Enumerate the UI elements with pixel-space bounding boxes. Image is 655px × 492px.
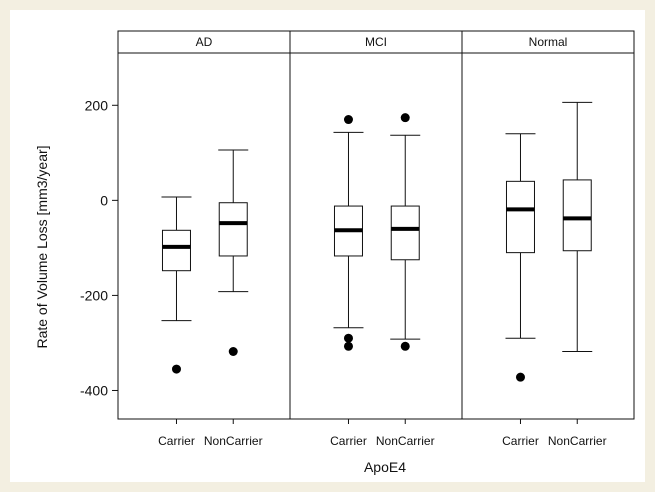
panel-title: Normal — [529, 35, 568, 49]
outlier-point — [343, 115, 353, 125]
y-tick-label: -200 — [80, 287, 108, 303]
panel-normal: Normal Carrier NonCarrier — [461, 30, 635, 448]
outlier-point — [515, 372, 525, 382]
x-axis-label: ApoE4 — [364, 459, 406, 475]
panel-ad: AD Carrier NonCarrier — [117, 30, 291, 448]
y-tick-label: 200 — [85, 97, 109, 113]
outlier-point — [400, 341, 410, 351]
iqr-box — [562, 179, 592, 252]
x-tick-label: Carrier — [502, 434, 539, 448]
panel-plot-area — [289, 52, 463, 420]
panel-mci: MCI Carrier NonCarrier — [289, 30, 463, 448]
panel-plot-area — [461, 52, 635, 420]
panel-title: MCI — [365, 35, 387, 49]
y-axis: 200 0 -200 -400 — [80, 97, 118, 398]
box-noncarrier — [218, 149, 249, 357]
x-tick-label: NonCarrier — [548, 434, 607, 448]
box-carrier — [161, 196, 192, 374]
box-noncarrier — [390, 113, 421, 351]
outlier-point — [343, 341, 353, 351]
x-tick-label: NonCarrier — [376, 434, 435, 448]
box-carrier — [333, 115, 364, 351]
chart-frame: AD Carrier NonCarrier MCI Carrier NonCarrier N… — [10, 10, 645, 482]
x-tick-label: Carrier — [330, 434, 367, 448]
y-axis-label: Rate of Volume Loss [mm3/year] — [34, 145, 50, 348]
box-carrier — [505, 133, 536, 382]
outlier-point — [171, 364, 181, 374]
x-tick-label: Carrier — [158, 434, 195, 448]
outlier-point — [400, 113, 410, 123]
y-tick-label: 0 — [100, 192, 108, 208]
box-noncarrier — [562, 101, 593, 353]
panel-title: AD — [196, 35, 213, 49]
iqr-box — [218, 202, 248, 257]
iqr-box — [390, 205, 420, 261]
outlier-point — [343, 333, 353, 343]
outlier-point — [228, 347, 238, 357]
iqr-box — [505, 180, 535, 254]
panel-plot-area — [117, 52, 291, 420]
iqr-box — [161, 229, 191, 272]
x-tick-label: NonCarrier — [204, 434, 263, 448]
y-tick-label: -400 — [80, 382, 108, 398]
